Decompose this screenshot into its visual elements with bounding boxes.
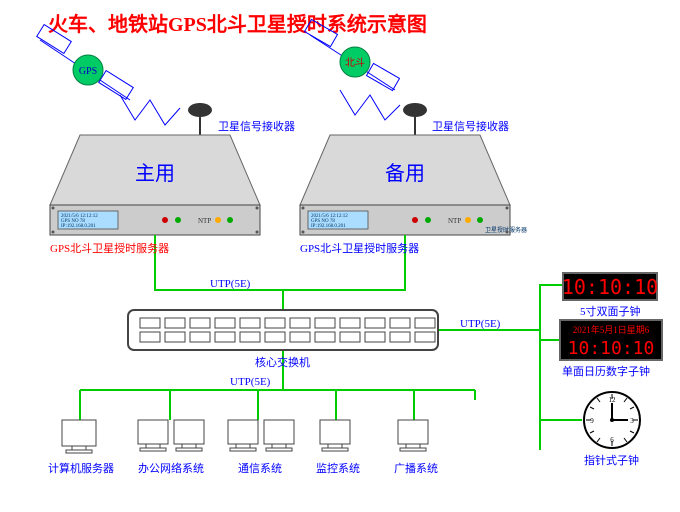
utp-label-2: UTP(5E) — [460, 318, 500, 330]
svg-text:6: 6 — [610, 436, 614, 444]
antenna-right — [403, 103, 427, 135]
svg-text:10:10:10: 10:10:10 — [568, 338, 655, 359]
svg-text:主用: 主用 — [135, 162, 175, 185]
utp-label-3: UTP(5E) — [230, 376, 270, 388]
antenna-right-label: 卫星信号接收器 — [432, 118, 509, 134]
svg-text:9: 9 — [590, 417, 594, 425]
digital-clock-1: 10:10:10 — [562, 273, 658, 300]
terminals — [62, 420, 428, 453]
digital-clock-2: 2021年5月1日星期6 10:10:10 — [560, 320, 662, 360]
switch-label: 核心交换机 — [255, 354, 310, 370]
clock3-label: 指针式子钟 — [584, 452, 639, 468]
beidou-label: 北斗 — [345, 57, 365, 69]
server-primary-caption: GPS北斗卫星授时服务器 — [50, 240, 169, 256]
terminal-3-label: 监控系统 — [316, 460, 360, 476]
svg-text:IP:192.168.0.201: IP:192.168.0.201 — [311, 224, 346, 229]
gps-label: GPS — [79, 66, 97, 77]
svg-text:IP:192.168.0.201: IP:192.168.0.201 — [61, 224, 96, 229]
analog-clock: 12 3 6 9 — [584, 392, 640, 448]
svg-text:NTP: NTP — [448, 217, 461, 225]
svg-text:10:10:10: 10:10:10 — [562, 275, 658, 299]
svg-text:3: 3 — [630, 417, 634, 425]
server-primary: 主用 2021/5/6 12:12:12 GPS NO 78 IP:192.16… — [50, 135, 260, 235]
antenna-left-label: 卫星信号接收器 — [218, 118, 295, 134]
terminal-4-label: 广播系统 — [394, 460, 438, 476]
svg-text:2021年5月1日星期6: 2021年5月1日星期6 — [573, 324, 650, 335]
utp-label-1: UTP(5E) — [210, 278, 250, 290]
svg-text:备用: 备用 — [385, 162, 425, 185]
terminal-2-label: 通信系统 — [238, 460, 282, 476]
core-switch — [128, 310, 438, 350]
server-backup-caption: GPS北斗卫星授时服务器 — [300, 240, 419, 256]
antenna-left — [188, 103, 212, 135]
clock1-label: 5寸双面子钟 — [580, 303, 641, 319]
server-backup: 备用 2021/5/6 12:12:12 GPS NO 78 IP:192.16… — [300, 135, 527, 235]
terminal-1-label: 办公网络系统 — [138, 460, 204, 476]
diagram-canvas: GPS 北斗 主用 2021/5/6 12:12:12 GPS NO 78 IP… — [0, 0, 680, 512]
satellite-gps: GPS — [37, 25, 180, 125]
svg-text:NTP: NTP — [198, 217, 211, 225]
satellite-beidou: 北斗 — [305, 19, 400, 120]
svg-text:12: 12 — [609, 396, 617, 404]
clock2-label: 单面日历数字子钟 — [562, 363, 650, 379]
terminal-0-label: 计算机服务器 — [48, 460, 114, 476]
